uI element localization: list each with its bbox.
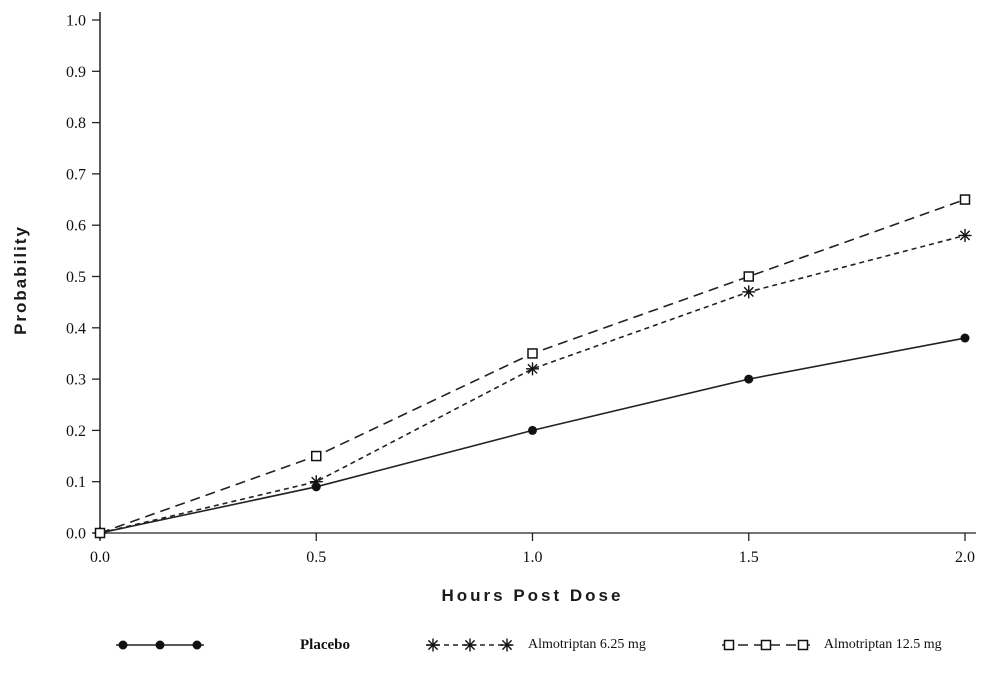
- legend-label-almotriptan-6-25: Almotriptan 6.25 mg: [528, 637, 646, 652]
- almotriptan-6-25-line-swatch: [426, 638, 514, 652]
- legend-label-almotriptan-12-5: Almotriptan 12.5 mg: [823, 637, 942, 652]
- legend-item-placebo: Placebo: [112, 636, 350, 654]
- svg-text:0.0: 0.0: [66, 526, 86, 543]
- svg-text:0.5: 0.5: [66, 269, 86, 286]
- svg-text:0.0: 0.0: [90, 549, 110, 566]
- almotriptan-12-5-line-swatch: [721, 639, 810, 651]
- svg-text:1.0: 1.0: [66, 13, 86, 30]
- svg-text:0.1: 0.1: [66, 474, 86, 491]
- legend-item-almotriptan-12-5: Almotriptan 12.5 mg: [718, 636, 942, 654]
- svg-text:0.4: 0.4: [66, 320, 86, 337]
- svg-text:2.0: 2.0: [955, 549, 975, 566]
- svg-text:0.3: 0.3: [66, 372, 86, 389]
- svg-text:0.7: 0.7: [66, 166, 86, 183]
- svg-text:0.9: 0.9: [66, 64, 86, 81]
- svg-text:0.2: 0.2: [66, 423, 86, 440]
- svg-text:0.8: 0.8: [66, 115, 86, 132]
- x-axis-label: Hours Post Dose: [441, 586, 624, 605]
- legend-item-almotriptan-6-25: Almotriptan 6.25 mg: [422, 636, 646, 654]
- svg-text:1.5: 1.5: [739, 549, 759, 566]
- placebo-line-swatch: [116, 640, 204, 650]
- svg-text:0.6: 0.6: [66, 218, 86, 235]
- svg-text:0.5: 0.5: [306, 549, 326, 566]
- plot-area: 0.0 0.1 0.2 0.3 0.4 0.5 0.6 0.7 0.8 0.9 1.0 0.0 0.5 1…: [66, 12, 976, 566]
- svg-text:1.0: 1.0: [523, 549, 543, 566]
- legend: Placebo Almotriptan 6.25 mg Almotriptan …: [0, 636, 1001, 654]
- legend-label-placebo: Placebo: [300, 636, 350, 653]
